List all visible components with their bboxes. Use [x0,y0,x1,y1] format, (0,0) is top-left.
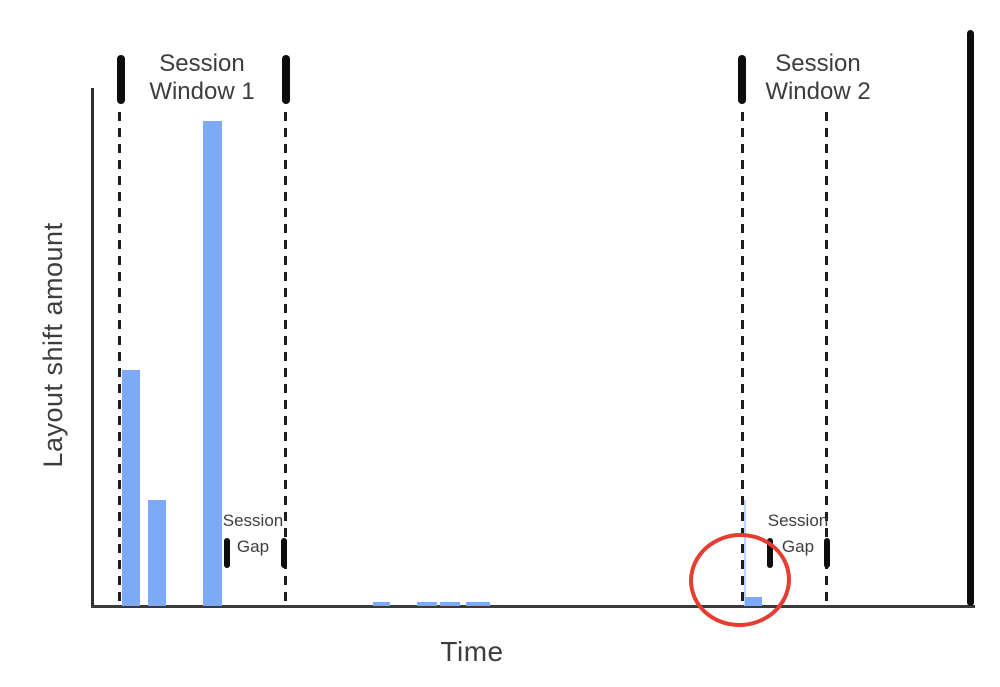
session-window-boundary-line [825,112,828,606]
layout-shift-bar [148,500,166,606]
session-window-1-label: Session Window 1 [149,50,255,105]
layout-shift-bar [417,602,437,606]
session-window-boundary-line [284,112,287,606]
session-gap-start-marker [224,538,230,568]
x-axis-label: Time [440,636,504,667]
y-axis-label: Layout shift amount [38,222,68,468]
session-window-end-marker [282,55,290,104]
session-window-end-marker [117,55,125,104]
session-gap-start-marker [767,538,773,568]
session-window-boundary-line [741,112,744,606]
timeline-end-line [967,30,974,606]
layout-shift-bar [466,602,490,606]
faint-shift-guide-line [744,500,746,606]
session-gap-2-label: Session Gap [767,511,829,556]
x-axis-line [91,605,975,608]
session-window-boundary-line [118,112,121,606]
session-gap-end-marker [281,538,287,568]
session-gap-end-marker [824,538,830,568]
session-window-end-marker [738,55,746,104]
highlighted-layout-shift-bar [745,597,762,606]
session-window-2-label: Session Window 2 [765,50,871,105]
y-axis-line [91,88,94,608]
layout-shift-bar [440,602,460,606]
layout-shift-bar [203,121,222,606]
session-gap-1-label: Session Gap [222,511,284,556]
layout-shift-bar [373,602,390,606]
layout-shift-bar [122,370,140,606]
